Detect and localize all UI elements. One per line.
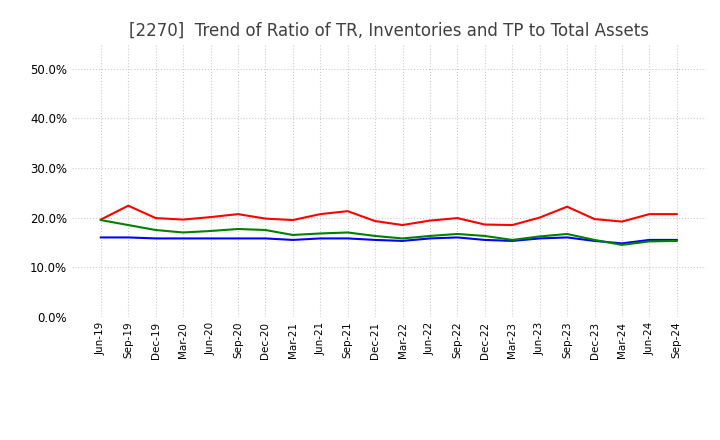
Trade Payables (618, 242, 626, 248)
Trade Receivables (480, 222, 489, 227)
Trade Receivables (618, 219, 626, 224)
Inventories (261, 236, 270, 241)
Inventories (645, 237, 654, 242)
Trade Payables (96, 217, 105, 223)
Trade Receivables (453, 216, 462, 221)
Inventories (672, 237, 681, 242)
Inventories (316, 236, 325, 241)
Line: Trade Payables: Trade Payables (101, 220, 677, 245)
Trade Payables (590, 237, 599, 242)
Inventories (426, 236, 434, 241)
Inventories (96, 235, 105, 240)
Trade Receivables (151, 216, 160, 221)
Trade Payables (151, 227, 160, 233)
Inventories (618, 241, 626, 246)
Trade Payables (536, 234, 544, 239)
Trade Payables (453, 231, 462, 237)
Inventories (206, 236, 215, 241)
Line: Trade Receivables: Trade Receivables (101, 205, 677, 225)
Trade Receivables (536, 215, 544, 220)
Trade Receivables (179, 217, 187, 222)
Line: Inventories: Inventories (101, 238, 677, 243)
Trade Receivables (398, 222, 407, 227)
Trade Receivables (672, 212, 681, 217)
Trade Receivables (289, 217, 297, 223)
Inventories (371, 237, 379, 242)
Trade Payables (645, 239, 654, 244)
Inventories (590, 238, 599, 244)
Inventories (536, 236, 544, 241)
Trade Receivables (206, 214, 215, 220)
Trade Receivables (316, 212, 325, 217)
Trade Payables (508, 237, 516, 242)
Trade Payables (179, 230, 187, 235)
Inventories (453, 235, 462, 240)
Trade Receivables (426, 218, 434, 223)
Trade Payables (343, 230, 352, 235)
Inventories (480, 237, 489, 242)
Trade Payables (289, 232, 297, 238)
Trade Payables (480, 233, 489, 238)
Trade Payables (261, 227, 270, 233)
Trade Receivables (645, 212, 654, 217)
Trade Receivables (261, 216, 270, 221)
Inventories (508, 238, 516, 244)
Inventories (289, 237, 297, 242)
Inventories (124, 235, 132, 240)
Trade Receivables (563, 204, 572, 209)
Trade Payables (206, 228, 215, 234)
Trade Receivables (233, 212, 242, 217)
Inventories (179, 236, 187, 241)
Inventories (563, 235, 572, 240)
Trade Receivables (124, 203, 132, 208)
Trade Payables (398, 236, 407, 241)
Trade Receivables (96, 217, 105, 222)
Trade Payables (124, 222, 132, 227)
Inventories (151, 236, 160, 241)
Trade Payables (371, 233, 379, 238)
Trade Receivables (371, 218, 379, 224)
Inventories (343, 236, 352, 241)
Trade Payables (316, 231, 325, 236)
Trade Payables (563, 231, 572, 237)
Text: [2270]  Trend of Ratio of TR, Inventories and TP to Total Assets: [2270] Trend of Ratio of TR, Inventories… (129, 22, 649, 40)
Trade Payables (426, 233, 434, 238)
Trade Receivables (343, 209, 352, 214)
Trade Receivables (508, 222, 516, 227)
Inventories (233, 236, 242, 241)
Trade Receivables (590, 216, 599, 222)
Trade Payables (672, 238, 681, 244)
Trade Payables (233, 226, 242, 231)
Inventories (398, 238, 407, 244)
